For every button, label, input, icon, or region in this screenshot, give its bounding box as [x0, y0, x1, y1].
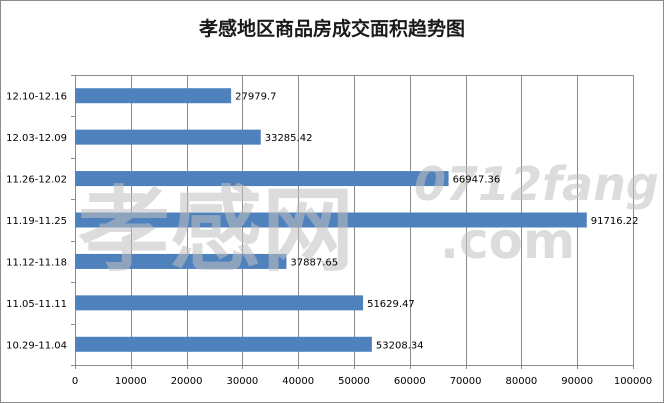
watermark-domain-line1: 0712fang	[414, 157, 659, 211]
x-tick-label: 20000	[171, 376, 203, 387]
data-label: 37887.65	[290, 257, 338, 268]
data-label: 66947.36	[453, 175, 501, 186]
x-tick-label: 80000	[505, 376, 537, 387]
y-category-label: 11.19-11.25	[6, 216, 67, 227]
y-category-label: 12.03-12.09	[6, 133, 67, 144]
axes	[71, 75, 634, 369]
data-label: 51629.47	[367, 299, 415, 310]
bar	[75, 295, 364, 311]
x-tick-label: 10000	[115, 376, 147, 387]
x-tick-label: 90000	[561, 376, 593, 387]
bar	[75, 253, 287, 269]
data-label: 91716.22	[591, 216, 639, 227]
y-category-label: 11.12-11.18	[6, 257, 67, 268]
bar	[75, 171, 449, 187]
data-label: 27979.7	[235, 92, 276, 103]
x-tick-label: 50000	[338, 376, 370, 387]
x-tick-label: 40000	[282, 376, 314, 387]
watermark-domain-line2: .com	[440, 212, 575, 270]
data-label: 53208.34	[376, 340, 424, 351]
bar	[75, 336, 372, 352]
bars	[75, 88, 587, 352]
x-tick-label: 60000	[394, 376, 426, 387]
x-tick-label: 100000	[614, 376, 652, 387]
y-category-label: 10.29-11.04	[6, 340, 67, 351]
bar	[75, 129, 261, 145]
bar	[75, 212, 587, 228]
data-label: 33285.42	[265, 133, 313, 144]
chart-title: 孝感地区商品房成交面积趋势图	[198, 18, 465, 40]
x-tick-label: 70000	[450, 376, 482, 387]
y-category-label: 12.10-12.16	[6, 92, 67, 103]
y-category-label: 11.26-12.02	[6, 175, 67, 186]
x-tick-label: 30000	[226, 376, 258, 387]
bar	[75, 88, 232, 104]
y-category-label: 11.05-11.11	[6, 299, 67, 310]
labels: 0 10000 20000 30000 40000 50000 60000 70000 8000…	[6, 92, 652, 387]
x-tick-label: 0	[72, 376, 78, 387]
watermark-brand: 孝感网	[78, 177, 354, 284]
watermark: 孝感网 0712fang .com	[78, 157, 659, 284]
